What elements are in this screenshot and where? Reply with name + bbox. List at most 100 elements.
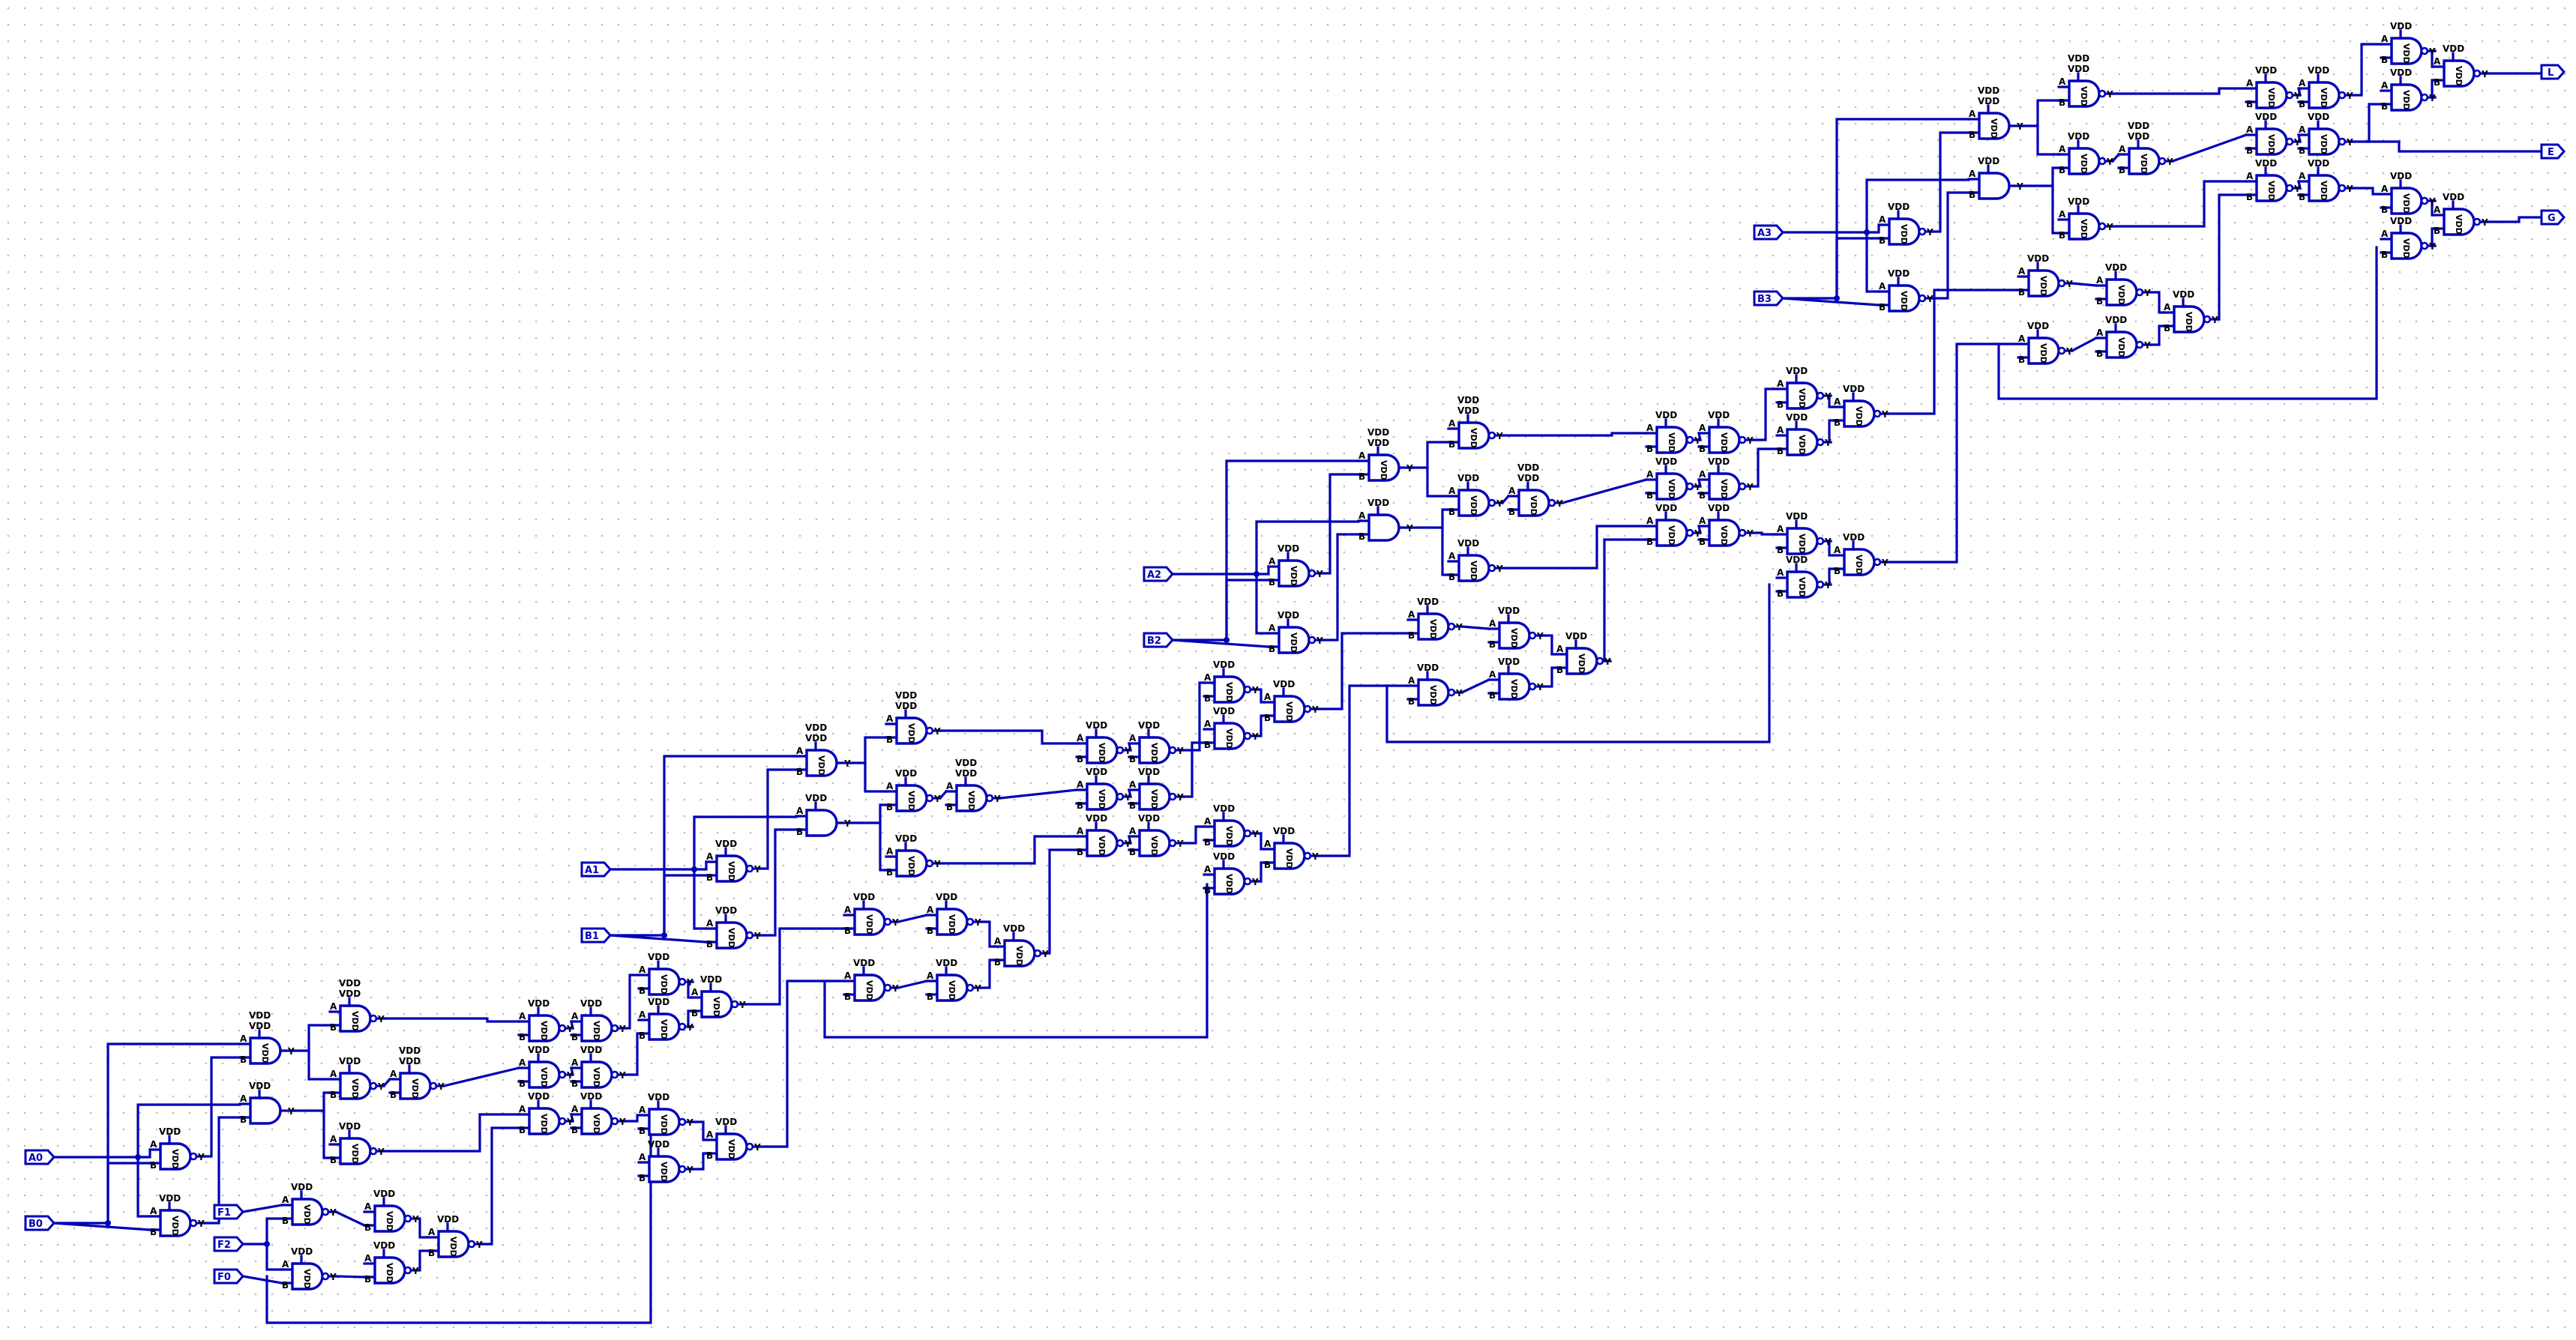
pin-a-label: A	[330, 1134, 337, 1144]
vdd-rotated-label: VDD	[2266, 181, 2276, 201]
pin-b-label: B	[1204, 837, 1211, 848]
wire	[2486, 70, 2543, 75]
input-port[interactable]: B3	[1753, 290, 1785, 307]
input-port[interactable]: B1	[580, 927, 613, 944]
vdd-label: VDD	[249, 1010, 271, 1021]
pin-b-label: B	[1204, 740, 1211, 750]
vdd-rotated-label: VDD	[1667, 479, 1676, 499]
wire	[2111, 180, 2248, 228]
vdd-label: VDD	[1655, 503, 1677, 513]
pin-b-label: B	[927, 926, 933, 936]
input-port[interactable]: A0	[24, 1149, 56, 1165]
vdd-label: VDD	[373, 1189, 395, 1199]
pin-b-label: B	[2018, 354, 2025, 365]
vdd-label: VDD	[2390, 67, 2412, 78]
pin-a-label: A	[519, 1057, 526, 1068]
input-port[interactable]: F2	[213, 1236, 245, 1252]
input-port[interactable]: A1	[580, 861, 613, 878]
vdd-label: VDD	[1138, 813, 1160, 824]
pin-a-label: A	[2299, 124, 2306, 135]
pin-b-label: B	[330, 1090, 337, 1100]
input-port[interactable]: A3	[1753, 224, 1785, 241]
pin-b-label: B	[1077, 800, 1083, 811]
pin-a-label: A	[1489, 669, 1496, 680]
vdd-label: VDD	[955, 768, 977, 779]
input-port[interactable]: F1	[213, 1204, 245, 1220]
pin-a-label: A	[796, 806, 804, 816]
pin-a-label: A	[994, 936, 1002, 947]
wire	[2051, 184, 2060, 235]
input-port[interactable]: F0	[213, 1268, 245, 1285]
vdd-rotated-label: VDD	[1097, 836, 1107, 856]
pin-b-label: B	[1448, 572, 1455, 582]
pin-y-label: Y	[686, 1022, 693, 1033]
pin-a-label: A	[2434, 56, 2441, 67]
vdd-label: VDD	[1978, 96, 1999, 106]
pin-a-label: A	[1489, 618, 1496, 629]
vdd-rotated-label: VDD	[906, 791, 916, 811]
pin-y-label: Y	[1251, 685, 1259, 695]
wire	[2170, 133, 2248, 163]
pin-b-label: B	[706, 872, 713, 883]
wire	[1411, 508, 1450, 529]
pin-y-label: Y	[287, 1046, 295, 1057]
wire	[1441, 526, 1450, 576]
output-port[interactable]: E	[2540, 143, 2566, 160]
vdd-rotated-label: VDD	[1509, 628, 1519, 648]
pin-b-label: B	[927, 992, 933, 1002]
output-port[interactable]: G	[2540, 209, 2566, 226]
pin-b-label: B	[2299, 99, 2305, 109]
input-port[interactable]: B2	[1143, 632, 1175, 648]
vdd-label: VDD	[805, 793, 827, 803]
pin-a-label: A	[886, 846, 894, 857]
input-port[interactable]: B0	[24, 1215, 56, 1231]
vdd-rotated-label: VDD	[1224, 728, 1234, 749]
pin-y-label: Y	[2346, 184, 2353, 194]
vdd-rotated-label: VDD	[1379, 460, 1388, 480]
wire	[442, 1066, 520, 1087]
port-body	[213, 1268, 245, 1285]
vdd-rotated-label: VDD	[2038, 276, 2048, 296]
pin-a-label: A	[1556, 644, 1564, 654]
vdd-label: VDD	[1003, 923, 1025, 934]
pin-b-label: B	[2434, 226, 2440, 236]
vdd-label: VDD	[1786, 511, 1808, 522]
pin-a-label: A	[1129, 779, 1137, 790]
pin-b-label: B	[1129, 800, 1136, 811]
vdd-label: VDD	[936, 892, 957, 902]
pin-y-label: Y	[1176, 792, 1184, 803]
wire	[691, 1152, 708, 1171]
input-port[interactable]: A2	[1143, 566, 1175, 582]
port-label: A3	[1757, 228, 1772, 239]
output-port[interactable]: L	[2540, 64, 2566, 80]
pin-a-label: A	[1269, 623, 1276, 633]
vdd-label: VDD	[2027, 321, 2049, 331]
pin-b-label: B	[639, 986, 645, 996]
wire	[136, 1156, 151, 1218]
pin-b-label: B	[1358, 471, 1365, 482]
vdd-rotated-label: VDD	[906, 856, 916, 876]
vdd-label: VDD	[805, 722, 827, 733]
port-body	[2540, 209, 2566, 226]
vdd-label: VDD	[2390, 21, 2412, 31]
pin-y-label: Y	[1926, 294, 1933, 304]
pin-a-label: A	[1264, 839, 1272, 849]
pin-a-label: A	[240, 1033, 247, 1044]
pin-b-label: B	[1448, 507, 1455, 517]
pin-b-label: B	[2059, 165, 2065, 175]
